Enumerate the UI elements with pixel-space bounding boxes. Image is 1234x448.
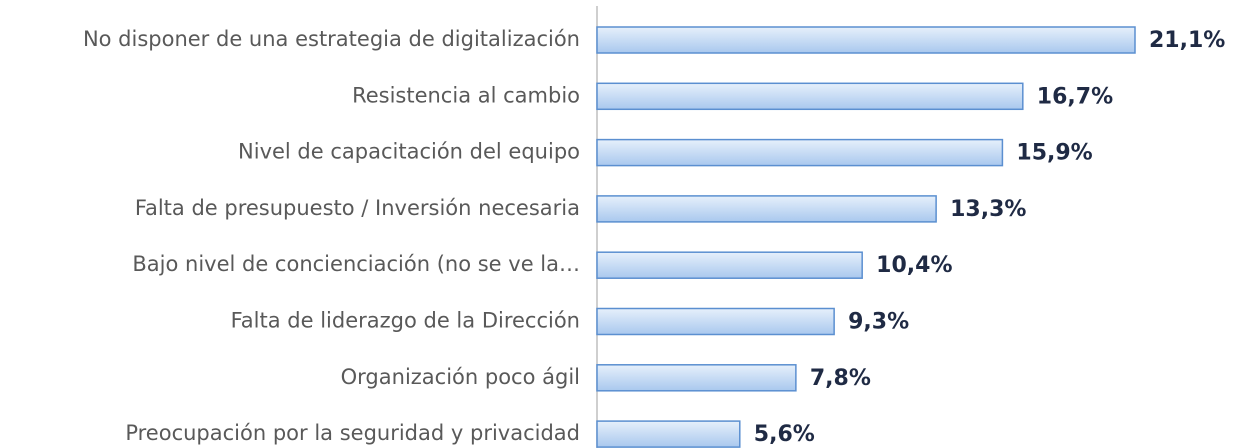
category-label: Falta de liderazgo de la Dirección [231,309,580,333]
bar [596,307,835,336]
category-label: Organización poco ágil [341,365,580,389]
bar [596,82,1024,111]
bar [596,251,863,279]
category-label: Bajo nivel de concienciación (no se ve l… [132,252,580,276]
bar [596,138,1004,167]
category-label: Resistencia al cambio [352,83,580,107]
value-label: 16,7% [1037,84,1113,109]
category-label: Falta de presupuesto / Inversión necesar… [135,196,580,220]
value-label: 13,3% [950,197,1026,222]
value-label: 5,6% [754,422,815,447]
category-label: Preocupación por la seguridad y privacid… [125,421,580,445]
bar [596,420,741,448]
bar [596,195,937,223]
bar [596,364,797,392]
category-label: No disponer de una estrategia de digital… [83,27,580,51]
value-label: 15,9% [1016,141,1092,166]
value-label: 21,1% [1149,28,1225,53]
value-label: 10,4% [876,253,952,278]
value-label: 7,8% [810,366,871,391]
bar [596,26,1136,54]
value-label: 9,3% [848,310,909,335]
category-label: Nivel de capacitación del equipo [238,140,580,164]
